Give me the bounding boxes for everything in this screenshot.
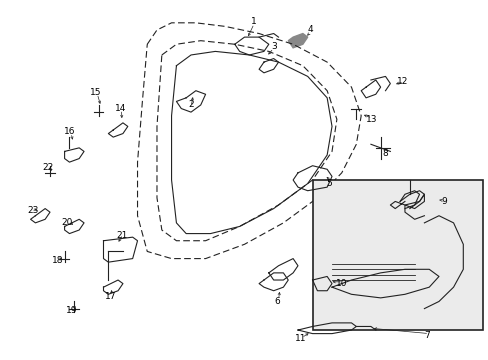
Polygon shape (287, 33, 307, 48)
Text: 22: 22 (42, 163, 53, 172)
Text: 3: 3 (270, 41, 276, 50)
Text: 18: 18 (51, 256, 63, 265)
Text: 14: 14 (115, 104, 126, 113)
Text: 6: 6 (274, 297, 280, 306)
Text: 21: 21 (116, 231, 127, 240)
Text: 17: 17 (105, 292, 116, 301)
Text: 19: 19 (66, 306, 78, 315)
Text: 11: 11 (294, 334, 305, 343)
Text: 16: 16 (63, 127, 75, 136)
Text: 9: 9 (440, 197, 446, 206)
Text: 20: 20 (61, 219, 73, 228)
Text: 12: 12 (397, 77, 408, 86)
Text: 10: 10 (335, 279, 347, 288)
Text: 15: 15 (90, 88, 102, 97)
Text: 23: 23 (27, 206, 39, 215)
Text: 13: 13 (366, 115, 377, 124)
Text: 4: 4 (306, 26, 312, 35)
Text: 2: 2 (188, 100, 193, 109)
Text: 1: 1 (251, 17, 257, 26)
Text: 7: 7 (423, 331, 429, 340)
Text: 5: 5 (326, 179, 332, 188)
Text: 8: 8 (382, 149, 387, 158)
Bar (312, 180, 482, 330)
